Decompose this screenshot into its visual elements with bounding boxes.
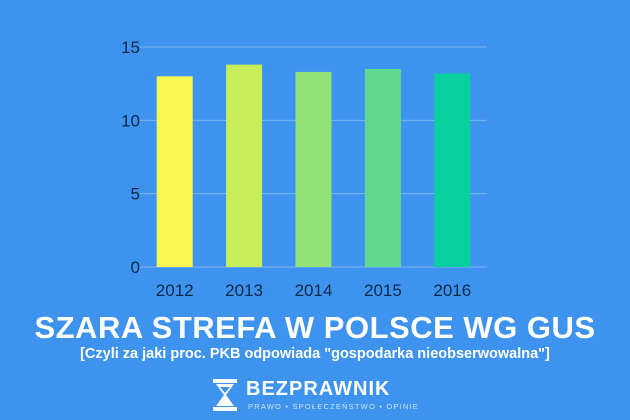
- chart-title: SZARA STREFA W POLSCE WG GUS: [34, 310, 596, 345]
- bar-2016: [434, 73, 471, 268]
- y-tick-label: 15: [121, 38, 140, 57]
- bar-chart: 0 5 10 15 2012 2013 2014 2015 2016: [121, 38, 487, 300]
- bar-2012: [156, 76, 193, 267]
- y-axis-ticks: 0 5 10 15: [121, 38, 140, 277]
- x-tick-label: 2013: [225, 281, 263, 300]
- x-tick-label: 2012: [156, 281, 194, 300]
- brand-tagline: PRAWO • SPOŁECZEŃSTWO • OPINIE: [248, 402, 419, 411]
- bar-2015: [364, 69, 401, 267]
- hourglass-logo-icon: [213, 379, 237, 411]
- y-tick-label: 5: [131, 185, 140, 204]
- bar-2014: [295, 71, 332, 267]
- chart-subtitle: [Czyli za jaki proc. PKB odpowiada "gosp…: [80, 346, 550, 362]
- brand-name: BEZPRAWNIK: [246, 378, 391, 400]
- y-tick-label: 0: [131, 258, 140, 277]
- y-tick-label: 10: [121, 111, 140, 130]
- x-tick-label: 2016: [433, 281, 471, 300]
- x-axis-ticks: 2012 2013 2014 2015 2016: [156, 281, 471, 300]
- x-tick-label: 2015: [364, 281, 402, 300]
- bar-2013: [226, 64, 263, 267]
- x-tick-label: 2014: [295, 281, 333, 300]
- chart-bars: [156, 64, 471, 268]
- brand-logo: BEZPRAWNIK PRAWO • SPOŁECZEŃSTWO • OPINI…: [210, 376, 420, 416]
